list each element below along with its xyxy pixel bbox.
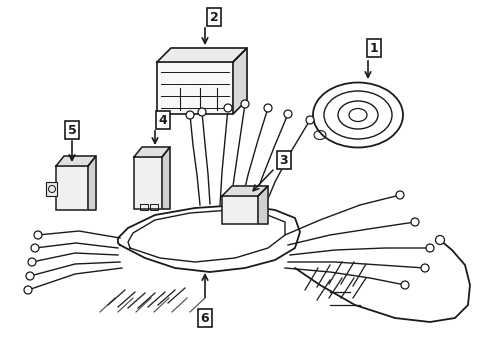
Polygon shape — [88, 156, 96, 210]
Circle shape — [24, 286, 32, 294]
Circle shape — [198, 108, 206, 116]
Circle shape — [224, 104, 232, 112]
Bar — [140, 204, 148, 210]
Bar — [150, 204, 158, 210]
Text: 1: 1 — [369, 41, 378, 54]
Text: 2: 2 — [210, 10, 219, 23]
Bar — [134, 157, 162, 209]
Text: 5: 5 — [68, 123, 76, 136]
Polygon shape — [134, 147, 170, 157]
Text: 4: 4 — [159, 113, 168, 126]
Bar — [46, 182, 57, 196]
Bar — [56, 166, 88, 210]
Bar — [222, 196, 258, 224]
Polygon shape — [157, 48, 247, 62]
Polygon shape — [56, 156, 96, 166]
Circle shape — [426, 244, 434, 252]
Polygon shape — [258, 186, 268, 224]
Circle shape — [396, 191, 404, 199]
Circle shape — [34, 231, 42, 239]
Circle shape — [284, 110, 292, 118]
Circle shape — [28, 258, 36, 266]
Circle shape — [306, 116, 314, 124]
Text: 6: 6 — [201, 311, 209, 324]
Circle shape — [401, 281, 409, 289]
Circle shape — [241, 100, 249, 108]
Text: 3: 3 — [280, 153, 288, 166]
Circle shape — [31, 244, 39, 252]
Circle shape — [421, 264, 429, 272]
Circle shape — [264, 104, 272, 112]
Circle shape — [186, 111, 194, 119]
Bar — [157, 62, 233, 114]
Polygon shape — [233, 48, 247, 114]
Polygon shape — [162, 147, 170, 209]
Circle shape — [436, 235, 444, 244]
Circle shape — [26, 272, 34, 280]
Circle shape — [411, 218, 419, 226]
Polygon shape — [222, 186, 268, 196]
